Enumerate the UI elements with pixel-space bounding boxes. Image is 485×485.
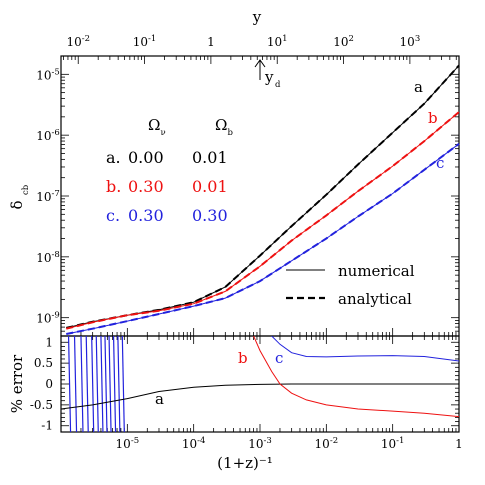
bottom-y-ticklabels: 1 0.5 0 -0.5 -1 xyxy=(30,335,53,432)
table-header-1: Ωb xyxy=(215,116,233,138)
bottom-y-label: % error xyxy=(8,354,26,413)
top-panel-series xyxy=(66,64,460,335)
y-tick-0: 10-9 xyxy=(36,311,60,326)
table-cell-2-0: c. xyxy=(106,206,120,225)
legend: numerical analytical xyxy=(286,262,415,308)
top-panel: 10-2 10-1 1 101 102 103 y 10-910-810-710-610-… xyxy=(8,8,460,337)
bottom-y-tick-4: -1 xyxy=(41,419,53,433)
svg-text:d: d xyxy=(275,80,281,90)
table-cell-2-1: 0.30 xyxy=(128,206,164,225)
top-x-tick-1: 10-1 xyxy=(133,34,157,49)
x-axis-ticklabels: 10-5 10-4 10-3 10-2 10-1 1 xyxy=(116,436,463,451)
y-axis-label: δ cb xyxy=(8,184,31,209)
top-axis-label: y xyxy=(252,8,262,26)
y-axis-ticklabels: 10-9 10-8 10-7 10-6 10-5 xyxy=(36,67,60,325)
table-cell-0-2: 0.01 xyxy=(192,148,228,167)
omega-table: Ων Ωb a. 0.00 0.01 b. 0.30 0.01 c. 0.30 0.30 xyxy=(106,116,233,225)
series-label-a: a xyxy=(414,78,423,96)
svg-text:y: y xyxy=(264,68,274,86)
top-x-tick-5: 103 xyxy=(400,34,421,49)
series-label-b: b xyxy=(428,109,438,127)
table-cell-1-0: b. xyxy=(106,177,121,196)
error-series-c xyxy=(271,336,459,362)
error-series-b xyxy=(253,336,459,418)
bottom-panel-series xyxy=(61,336,459,432)
table-cell-2-2: 0.30 xyxy=(192,206,228,225)
table-cell-1-1: 0.30 xyxy=(128,177,164,196)
x-tick-0: 10-5 xyxy=(116,436,140,451)
x-axis-label: (1+z)⁻¹ xyxy=(217,454,273,472)
series-c-noise xyxy=(67,336,125,432)
top-series-labels: ab c xyxy=(414,78,444,172)
bottom-panel: 1 0.5 0 -0.5 -1 % error a b c 10-5 10-4 10-3 10-2… xyxy=(8,335,463,472)
x-tick-5: 1 xyxy=(455,437,463,451)
table-cell-0-0: a. xyxy=(106,148,121,167)
series-a-numerical xyxy=(66,65,460,329)
table-cell-0-1: 0.00 xyxy=(128,148,164,167)
table-cell-1-2: 0.01 xyxy=(192,177,228,196)
x-tick-4: 10-1 xyxy=(381,436,405,451)
y-tick-2: 10-7 xyxy=(36,189,60,204)
series-b-numerical xyxy=(66,111,460,330)
bottom-series-labels: a b c xyxy=(155,349,283,408)
series-label-c: c xyxy=(436,154,444,172)
x-tick-1: 10-4 xyxy=(182,436,206,451)
series-a-analytical xyxy=(66,64,460,329)
x-tick-3: 10-2 xyxy=(315,436,339,451)
y-tick-1: 10-8 xyxy=(36,250,60,265)
bottom-y-tick-3: -0.5 xyxy=(30,398,53,412)
top-x-tick-0: 10-2 xyxy=(66,34,90,49)
y-tick-3: 10-6 xyxy=(36,128,60,143)
table-header-0: Ων xyxy=(148,116,166,138)
error-label-a: a xyxy=(155,390,164,408)
top-x-tick-2: 1 xyxy=(207,35,215,49)
error-label-c: c xyxy=(275,349,283,367)
error-series-a xyxy=(61,383,459,410)
series-c-analytical xyxy=(66,142,460,335)
top-x-tick-3: 101 xyxy=(267,34,288,49)
y-tick-4: 10-5 xyxy=(36,67,60,82)
legend-numerical: numerical xyxy=(338,262,415,280)
bottom-y-tick-2: 0 xyxy=(45,377,53,391)
top-panel-ticks xyxy=(60,55,460,337)
svg-text:δ: δ xyxy=(8,200,26,209)
top-x-tick-4: 102 xyxy=(333,34,354,49)
bottom-y-tick-0: 1 xyxy=(45,335,53,349)
x-tick-2: 10-3 xyxy=(248,436,272,451)
error-label-b: b xyxy=(238,349,248,367)
svg-text:cb: cb xyxy=(21,184,31,195)
legend-analytical: analytical xyxy=(338,290,412,308)
yd-marker: y d xyxy=(254,59,281,90)
top-axis-ticklabels: 10-2 10-1 1 101 102 103 xyxy=(66,34,420,49)
bottom-y-tick-1: 0.5 xyxy=(34,356,53,370)
